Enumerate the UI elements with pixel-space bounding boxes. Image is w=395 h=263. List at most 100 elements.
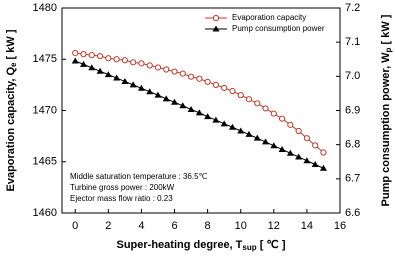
data-point bbox=[154, 91, 162, 98]
x-tick-label: 0 bbox=[72, 220, 78, 232]
data-point bbox=[311, 160, 319, 167]
y2-tick-label: 6.7 bbox=[345, 173, 360, 185]
data-point bbox=[312, 142, 319, 149]
y2-axis-label-unit: [ kW ] bbox=[380, 14, 392, 47]
data-point bbox=[171, 68, 178, 75]
data-point bbox=[121, 57, 128, 64]
data-point bbox=[270, 110, 277, 117]
data-point bbox=[253, 134, 261, 141]
data-point bbox=[270, 142, 278, 149]
data-point bbox=[96, 67, 104, 74]
data-point bbox=[278, 145, 286, 152]
data-point bbox=[254, 100, 261, 107]
data-point bbox=[286, 149, 294, 156]
data-point bbox=[171, 98, 179, 105]
x-axis-label-sub: sup bbox=[242, 243, 256, 252]
y-axis-label-unit: [ kW ] bbox=[5, 29, 17, 62]
x-axis-label: Super-heating degree, Tsup [ ℃ ] bbox=[116, 239, 285, 252]
annotation: Middle saturation temperature : 36.5℃ bbox=[70, 172, 208, 181]
x-tick-label: 8 bbox=[205, 220, 211, 232]
data-point bbox=[228, 123, 236, 130]
data-point bbox=[262, 105, 269, 112]
data-point bbox=[212, 116, 220, 123]
data-point bbox=[80, 51, 87, 58]
legend-label: Evaporation capacity bbox=[232, 13, 306, 22]
y2-tick-label: 7.1 bbox=[345, 36, 360, 48]
data-point bbox=[113, 74, 121, 81]
data-point bbox=[96, 53, 104, 60]
series-line bbox=[75, 52, 324, 153]
data-point bbox=[72, 50, 79, 57]
data-point bbox=[80, 60, 88, 67]
annotation: Turbine gross power : 200kW bbox=[70, 183, 175, 192]
data-point bbox=[212, 81, 219, 88]
data-point bbox=[245, 96, 253, 103]
x-tick-label: 4 bbox=[138, 220, 144, 232]
x-tick-label: 10 bbox=[235, 220, 247, 232]
data-point bbox=[179, 70, 186, 77]
data-point bbox=[204, 113, 212, 120]
y-tick-label: 1465 bbox=[33, 156, 57, 168]
data-point bbox=[320, 149, 327, 156]
y2-axis-label: Pump consumption power, Wp [ kW ] bbox=[380, 14, 393, 206]
y-tick-label: 1460 bbox=[33, 207, 57, 219]
data-point bbox=[278, 115, 286, 122]
data-point bbox=[229, 87, 236, 95]
data-point bbox=[104, 71, 112, 78]
data-point bbox=[163, 66, 170, 73]
data-point bbox=[88, 52, 95, 59]
data-point bbox=[138, 60, 145, 67]
data-point bbox=[187, 105, 195, 112]
x-tick-label: 6 bbox=[171, 220, 177, 232]
x-tick-label: 14 bbox=[301, 220, 313, 232]
data-point bbox=[129, 81, 137, 88]
data-point bbox=[154, 64, 162, 71]
data-point bbox=[303, 157, 311, 164]
data-point bbox=[130, 59, 137, 66]
data-point bbox=[295, 153, 303, 160]
data-point bbox=[295, 127, 302, 135]
legend-label: Pump consumption power bbox=[232, 24, 325, 33]
y-axis-label-text: Evaporation capacity, Q bbox=[5, 67, 17, 192]
data-point bbox=[146, 88, 154, 95]
data-point bbox=[137, 84, 145, 91]
y2-tick-label: 6.6 bbox=[345, 207, 360, 219]
data-point bbox=[162, 95, 170, 102]
y2-tick-label: 6.9 bbox=[345, 104, 360, 116]
data-point bbox=[237, 127, 245, 134]
x-tick-label: 12 bbox=[268, 220, 280, 232]
y-tick-label: 1470 bbox=[33, 104, 57, 116]
y-axis-label: Evaporation capacity, Qe [ kW ] bbox=[5, 29, 18, 191]
data-point bbox=[105, 55, 112, 62]
data-point bbox=[88, 64, 96, 71]
x-tick-label: 16 bbox=[334, 220, 346, 232]
y2-tick-label: 7.0 bbox=[345, 70, 360, 82]
annotation: Ejector mass flow ratio : 0.23 bbox=[70, 194, 173, 203]
data-point bbox=[245, 130, 253, 137]
y-axis-label-sub: e bbox=[9, 62, 18, 67]
y2-axis-label-text: Pump consumption power, W bbox=[380, 52, 392, 207]
data-point bbox=[319, 164, 327, 171]
data-point bbox=[220, 120, 228, 127]
data-point bbox=[262, 138, 270, 145]
data-point bbox=[195, 109, 203, 116]
legend-marker bbox=[212, 14, 220, 22]
y2-axis-label-sub: p bbox=[384, 47, 393, 52]
y2-tick-label: 6.8 bbox=[345, 139, 360, 151]
x-axis-label-unit: [ ℃ ] bbox=[257, 239, 286, 251]
data-point bbox=[187, 73, 195, 80]
y-tick-label: 1480 bbox=[33, 2, 57, 14]
data-point bbox=[237, 92, 244, 99]
y2-tick-label: 7.2 bbox=[345, 2, 360, 14]
data-point bbox=[179, 102, 187, 109]
data-point bbox=[121, 77, 129, 84]
data-point bbox=[303, 135, 311, 142]
y-tick-label: 1475 bbox=[33, 53, 57, 65]
x-tick-label: 2 bbox=[105, 220, 111, 232]
data-point bbox=[287, 121, 294, 128]
data-point bbox=[71, 57, 79, 64]
data-point bbox=[196, 75, 203, 82]
data-point bbox=[221, 84, 228, 92]
legend-marker bbox=[212, 25, 220, 32]
